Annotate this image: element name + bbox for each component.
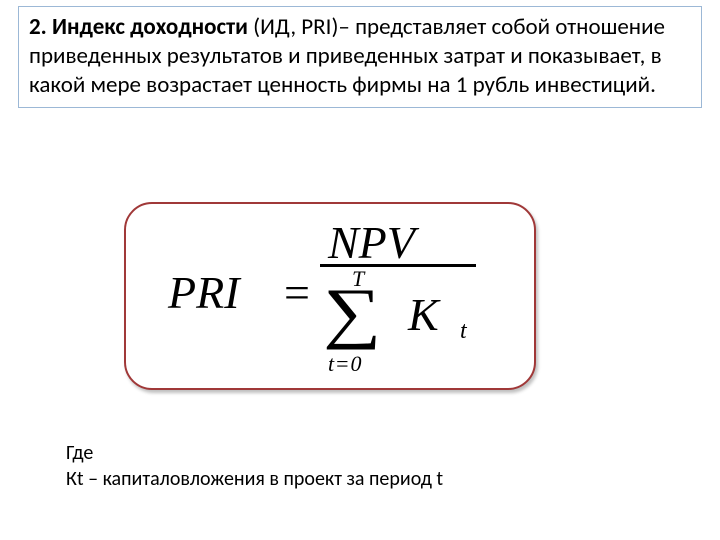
definition-text: 2. Индекс доходности (ИД, PRI)– представ… [29,13,691,99]
legend: Где Кt – капиталовложения в проект за пе… [66,440,443,492]
sum-lower-eq: = [334,351,350,376]
definition-box: 2. Индекс доходности (ИД, PRI)– представ… [18,6,702,108]
legend-line1: Где [66,440,443,466]
formula-K-subscript: t [460,318,467,345]
definition-title: 2. Индекс доходности [29,13,253,41]
formula: PRI = NPV T ∑ t=0 K t [168,216,508,376]
fraction-line [320,264,476,267]
sigma-symbol: ∑ [323,278,381,346]
formula-K: K [408,288,439,341]
formula-equals: = [284,266,310,319]
legend-line2: Кt – капиталовложения в проект за период… [66,466,443,492]
formula-numerator: NPV [328,216,415,269]
sum-lower-limit: t=0 [328,351,362,377]
formula-lhs: PRI [168,266,240,319]
sum-lower-val: 0 [351,351,362,376]
